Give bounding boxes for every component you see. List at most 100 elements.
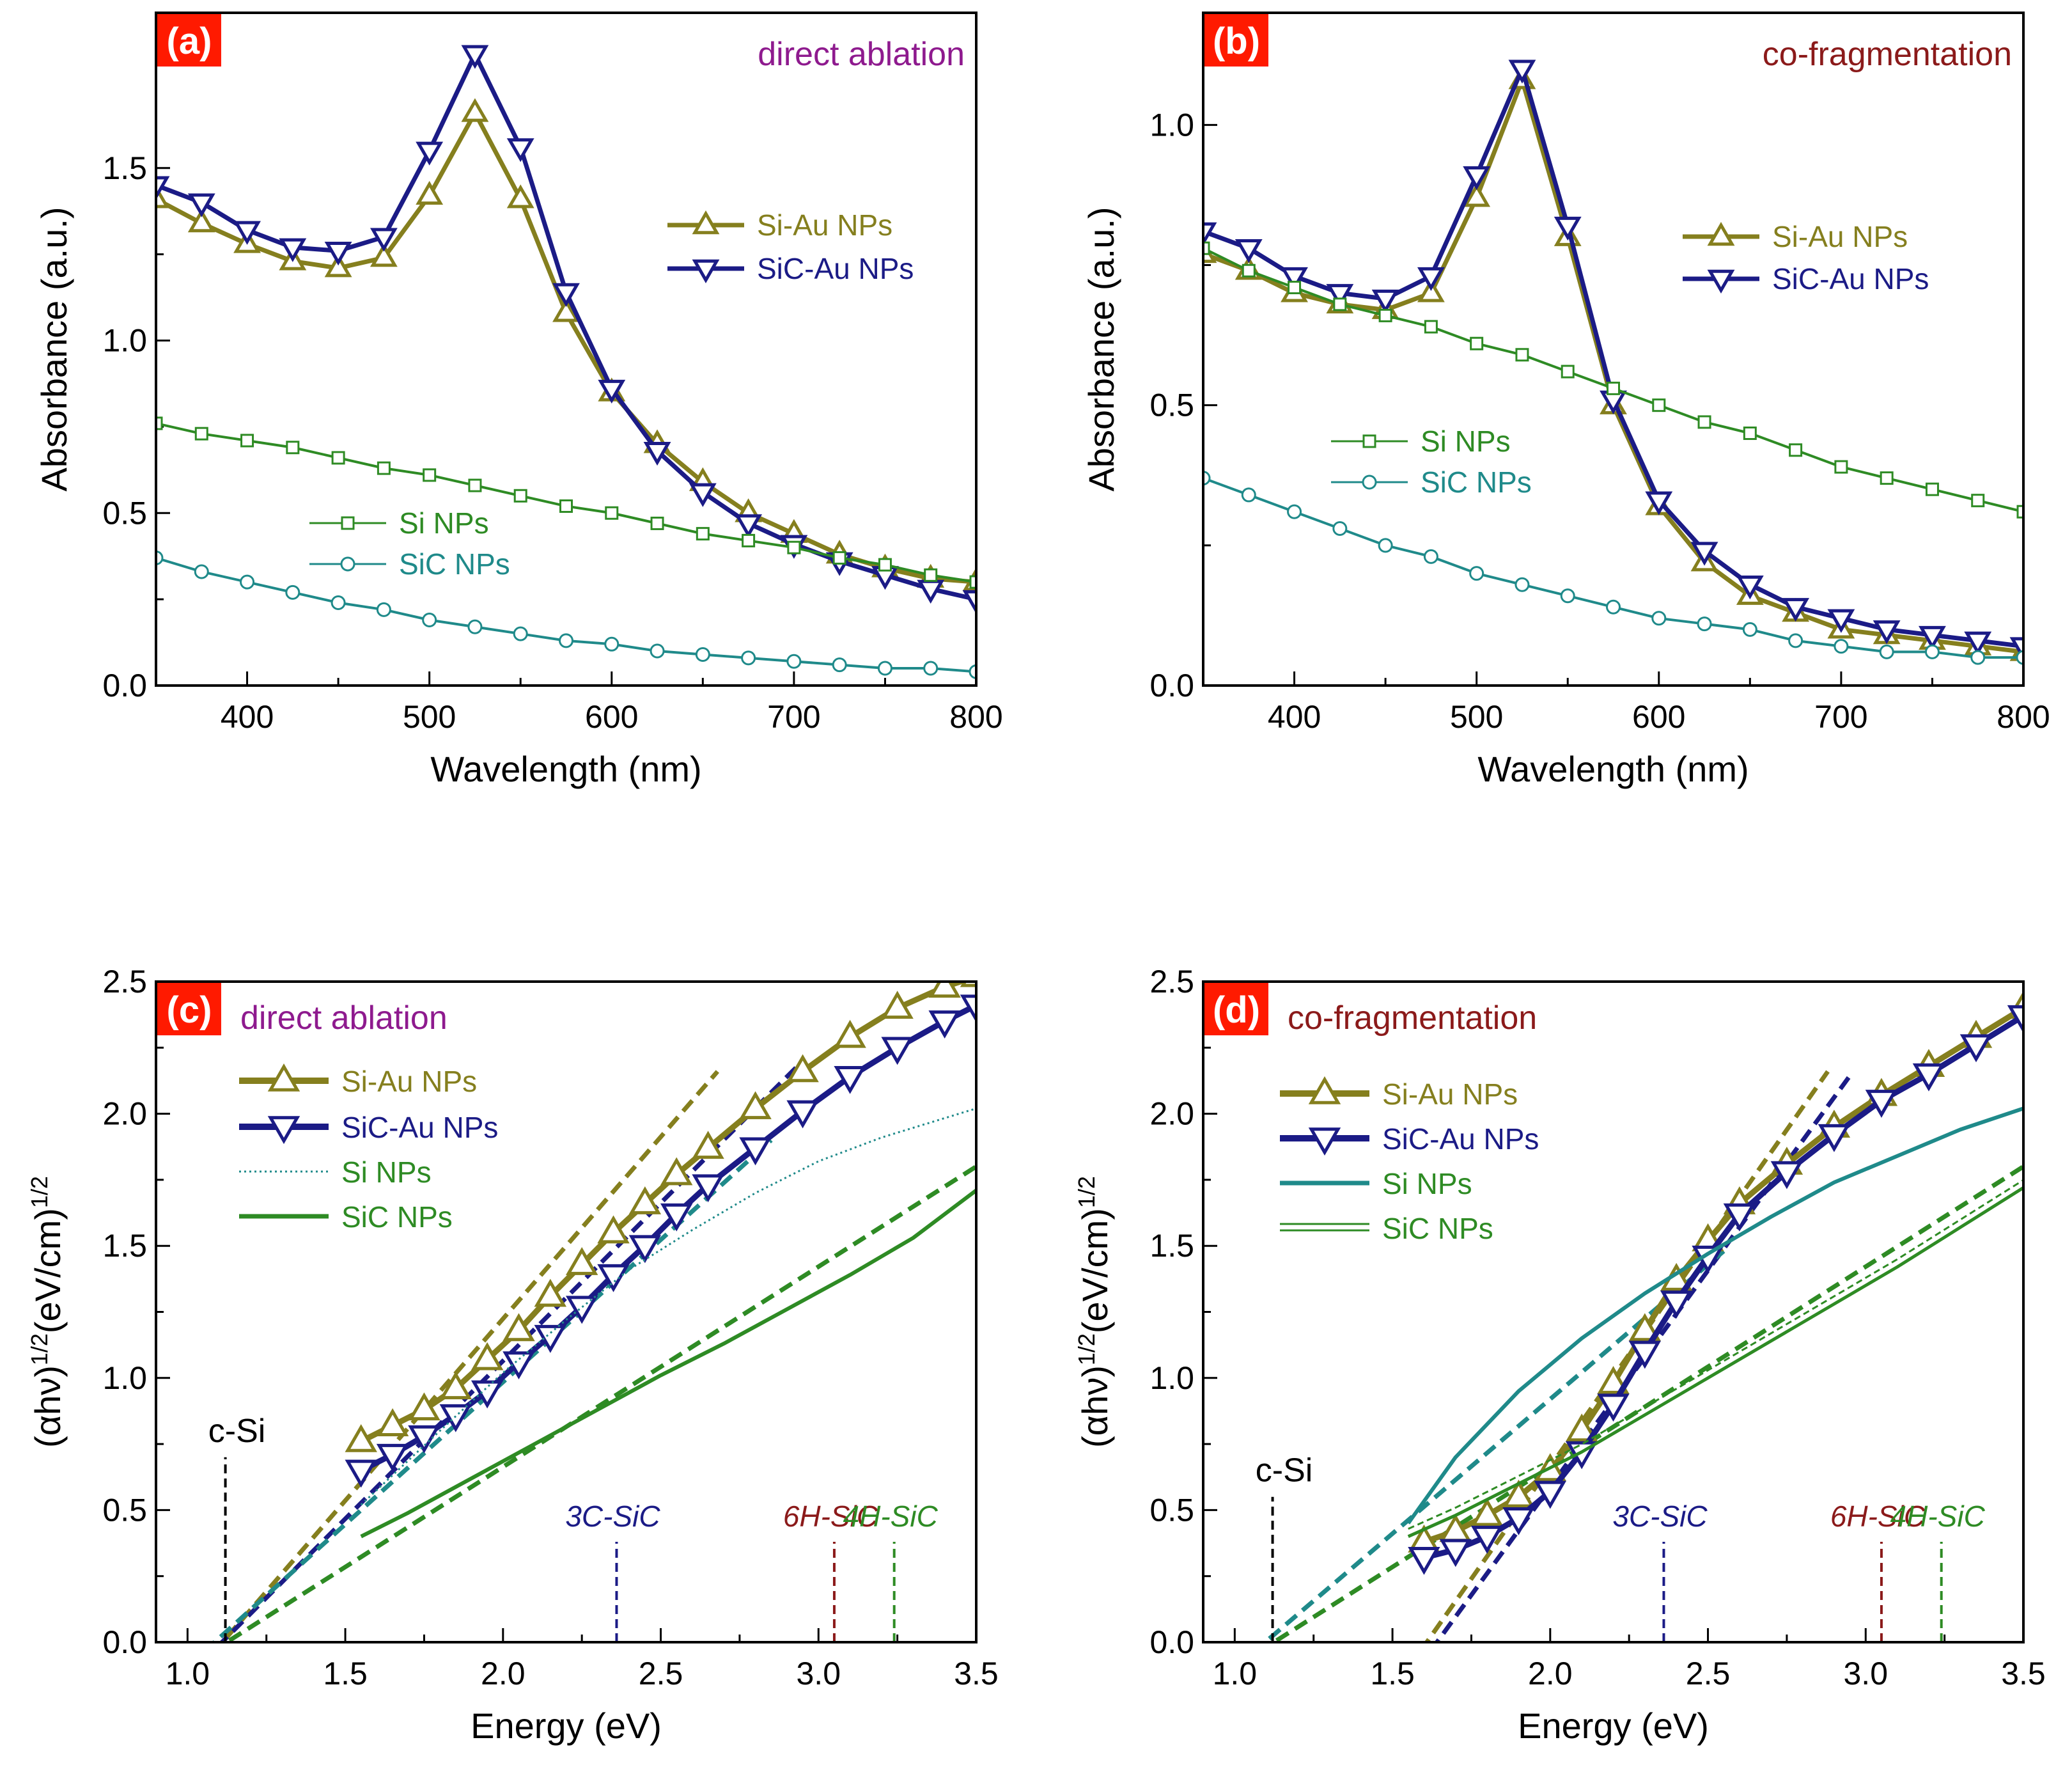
legend-label: Si-Au NPs: [341, 1065, 477, 1098]
plot-area: [156, 45, 976, 679]
legend-label: Si-Au NPs: [1382, 1078, 1518, 1111]
legend-label: Si-Au NPs: [1772, 220, 1908, 253]
data-point-3: [923, 661, 939, 676]
data-point-2: [832, 551, 846, 565]
series-line-hatch: [1408, 1179, 2023, 1530]
data-point-3: [786, 654, 802, 669]
plot-frame: [155, 980, 978, 1643]
y-tick-label: 0.0: [1149, 1624, 1194, 1660]
y-tick-label: 0.5: [1149, 1492, 1194, 1528]
data-point-1: [1660, 1290, 1693, 1319]
fit-line: [219, 1070, 720, 1642]
data-point-1: [1554, 216, 1582, 241]
reference-label: 6H-SiC: [1830, 1500, 1926, 1533]
x-axis-title: Wavelength (nm): [1477, 749, 1749, 789]
reference-label: 4H-SiC: [1890, 1500, 1986, 1533]
data-point-3: [194, 564, 209, 579]
x-tick-label: 2.5: [1686, 1656, 1731, 1691]
data-point-0: [187, 208, 215, 233]
x-tick-label: 400: [1268, 699, 1321, 735]
data-point-2: [696, 527, 710, 541]
data-point-3: [1423, 549, 1438, 564]
data-point-3: [2016, 650, 2023, 665]
y-tick-label: 2.0: [1149, 1096, 1194, 1132]
data-point-0: [1470, 1498, 1504, 1526]
data-point-1: [739, 1137, 772, 1166]
data-point-1: [735, 514, 763, 538]
legend-marker: [267, 1116, 300, 1145]
data-point-0: [597, 1215, 630, 1244]
x-tick-label: 1.0: [166, 1656, 210, 1691]
data-point-2: [1424, 320, 1438, 334]
data-point-1: [187, 193, 215, 217]
data-point-1: [471, 1380, 504, 1409]
data-point-1: [834, 1065, 866, 1094]
data-point-2: [1880, 471, 1894, 485]
data-point-1: [1645, 491, 1673, 515]
data-point-1: [1470, 1525, 1504, 1554]
x-axis-title: Energy (eV): [471, 1706, 662, 1746]
x-axis-title: Energy (eV): [1518, 1706, 1709, 1746]
data-point-1: [408, 1425, 440, 1454]
y-axis-title-exponent: 1/2: [26, 1176, 52, 1208]
legend-label: Si-Au NPs: [757, 208, 892, 242]
y-tick-label: 1.5: [1149, 1228, 1194, 1264]
data-point-0: [471, 1342, 504, 1370]
y-axis-title: Absorbance (a.u.): [1081, 207, 1121, 491]
data-point-1: [1597, 1393, 1630, 1422]
x-tick-label: 700: [1814, 699, 1867, 735]
x-tick-label: 600: [1632, 699, 1685, 735]
y-tick-label: 0.0: [102, 668, 147, 703]
data-point-1: [1865, 1090, 1898, 1118]
data-point-1: [1439, 1539, 1472, 1567]
data-point-2: [1925, 482, 1939, 496]
data-point-0: [834, 1019, 866, 1048]
panel-a: 400 500 600 700 800 0.0 0.5 1.0 1.5 Wavelength (n…: [34, 12, 1003, 789]
legend-marker: [1308, 1076, 1341, 1104]
data-point-2: [2016, 505, 2023, 519]
data-point-3: [156, 550, 164, 565]
data-point-1: [689, 483, 717, 507]
data-point-3: [559, 633, 573, 648]
data-point-1: [597, 1264, 630, 1292]
data-point-1: [376, 1443, 409, 1472]
data-point-0: [376, 1408, 409, 1436]
data-point-2: [1288, 281, 1302, 295]
data-point-2: [1515, 348, 1529, 362]
data-point-0: [1597, 1366, 1630, 1394]
data-point-0: [786, 1054, 819, 1083]
data-point-2: [650, 516, 664, 530]
legend-label: SiC-Au NPs: [1382, 1122, 1539, 1156]
plot-frame: [1202, 980, 2025, 1643]
legend-label: SiC-Au NPs: [1772, 262, 1929, 295]
data-point-1: [960, 994, 976, 1023]
data-point-3: [969, 664, 976, 679]
data-point-3: [285, 584, 300, 600]
data-point-2: [1561, 365, 1575, 379]
data-point-1: [461, 45, 489, 69]
data-point-1: [1417, 267, 1445, 292]
data-point-2: [1652, 398, 1666, 412]
legend: Si-Au NPs SiC-Au NPs Si NPs SiC NPs: [1280, 1076, 1539, 1245]
data-point-2: [1834, 460, 1848, 474]
panel-label-box: [1204, 14, 1268, 67]
panel-d: 1.0 1.5 2.0 2.5 3.0 3.5 0.0 0.5 1.0 1.5 2.0 2.5 Ener…: [1073, 964, 2046, 1746]
series-line-1: [156, 52, 976, 602]
data-point-1: [324, 242, 352, 266]
y-axis-title-exponent: 1/2: [26, 1333, 52, 1365]
reference-label: 6H-SiC: [783, 1500, 878, 1533]
data-point-1: [643, 441, 671, 466]
data-point-0: [345, 1423, 377, 1452]
x-tick-label: 400: [221, 699, 274, 735]
data-point-1: [1912, 1063, 1945, 1092]
legend-label: SiC NPs: [1382, 1212, 1493, 1245]
x-tick-label: 2.5: [639, 1656, 683, 1691]
data-point-1: [1371, 289, 1399, 314]
data-point-3: [1742, 622, 1757, 637]
plot-area: [211, 982, 976, 1642]
data-point-2: [924, 568, 938, 582]
y-tick-label: 2.5: [1149, 964, 1194, 1000]
y-tick-label: 1.0: [1149, 107, 1194, 143]
data-point-1: [1235, 239, 1263, 263]
data-point-3: [1469, 566, 1484, 581]
